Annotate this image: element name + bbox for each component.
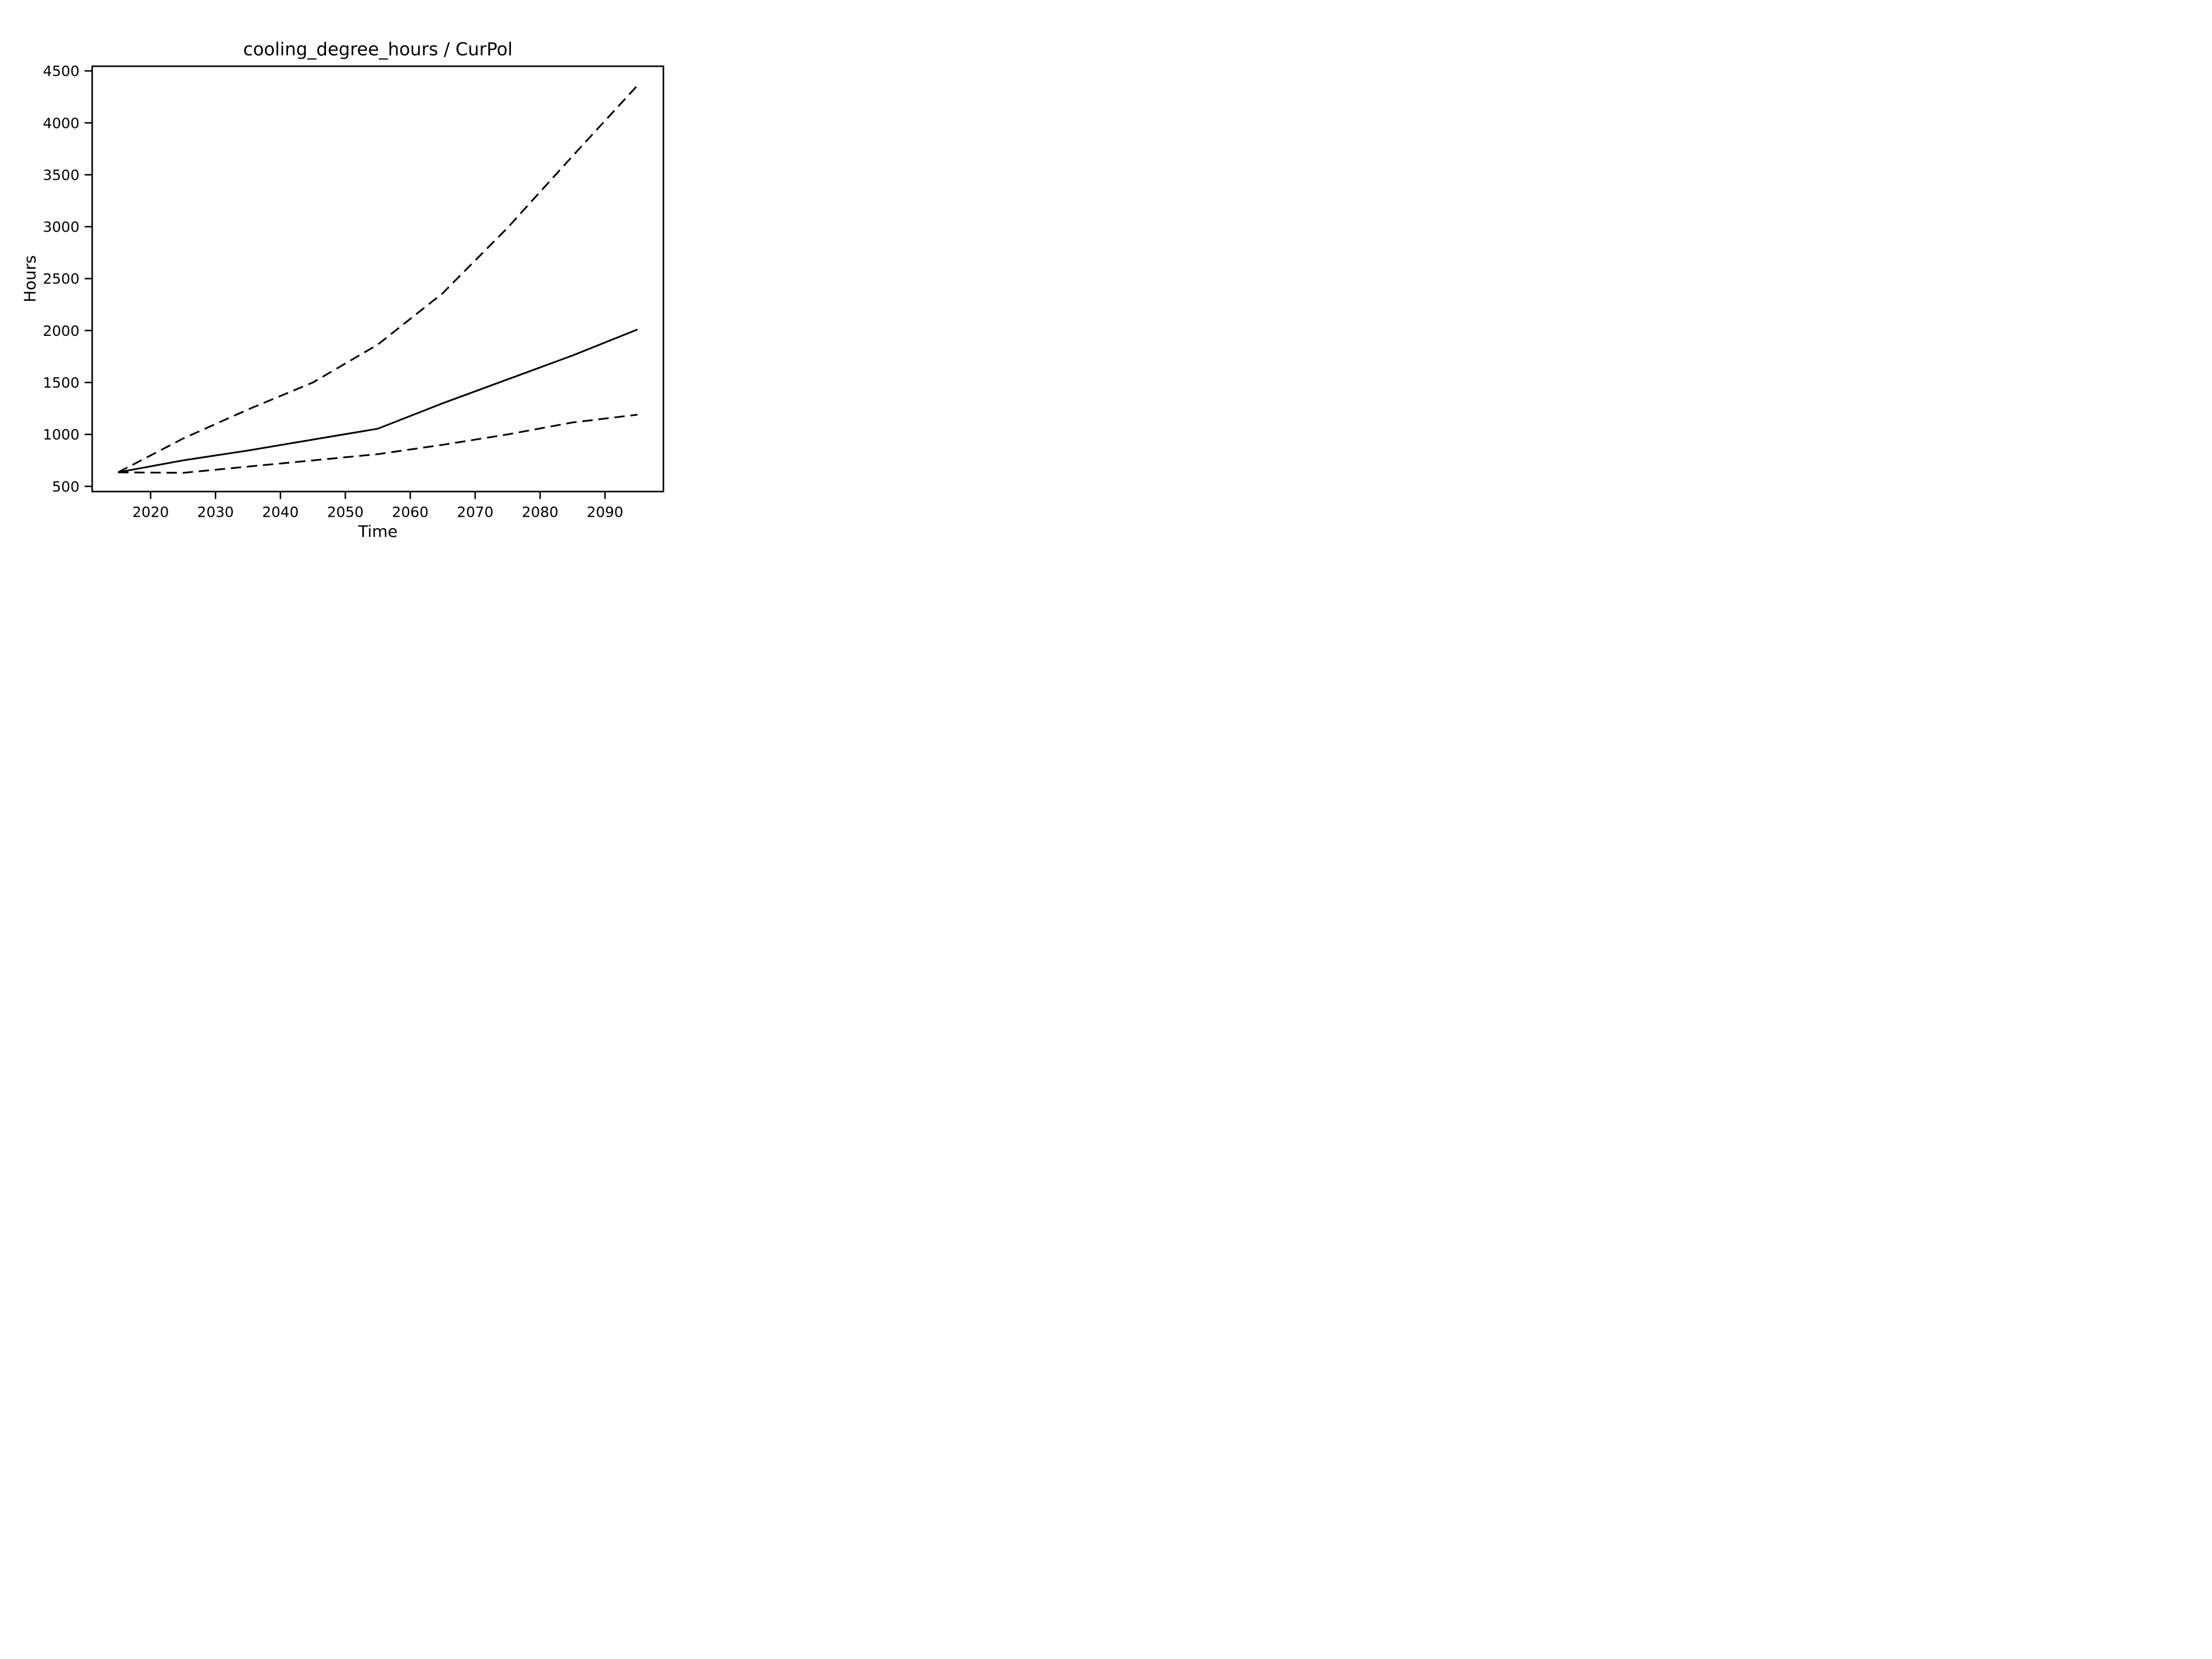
x-tick-label: 2030 <box>197 503 234 520</box>
x-tick-label: 2050 <box>327 503 364 520</box>
x-tick-label: 2070 <box>457 503 494 520</box>
x-axis-label: Time <box>358 522 398 541</box>
plot-area-border <box>91 65 665 493</box>
x-tick-label: 2090 <box>586 503 623 520</box>
y-axis-label: Hours <box>20 255 40 303</box>
y-tick-label: 2000 <box>43 323 79 339</box>
x-tick-label: 2020 <box>132 503 169 520</box>
y-tick-label: 3000 <box>43 219 79 236</box>
x-tick-label: 2040 <box>262 503 299 520</box>
y-tick-label: 2500 <box>43 271 79 287</box>
y-tick-label: 1500 <box>43 374 79 391</box>
y-tick-label: 3500 <box>43 166 79 183</box>
line-chart: 2020 2030 2040 2050 2060 2070 2080 2090 500 1000 1… <box>43 63 665 520</box>
y-tick-label: 4500 <box>43 63 79 79</box>
x-tick-label: 2080 <box>522 503 559 520</box>
series-median-line <box>118 328 638 474</box>
series-upper-bound-line <box>118 85 638 474</box>
y-tick-label: 4000 <box>43 115 79 131</box>
y-tick-label: 500 <box>52 478 79 495</box>
x-tick-label: 2060 <box>392 503 429 520</box>
y-tick-label: 1000 <box>43 426 79 443</box>
chart-title: cooling_degree_hours / CurPol <box>243 39 513 60</box>
chart-figure: 2020 2030 2040 2050 2060 2070 2080 2090 500 1000 1… <box>0 0 737 553</box>
series-lower-bound-line <box>118 414 638 474</box>
